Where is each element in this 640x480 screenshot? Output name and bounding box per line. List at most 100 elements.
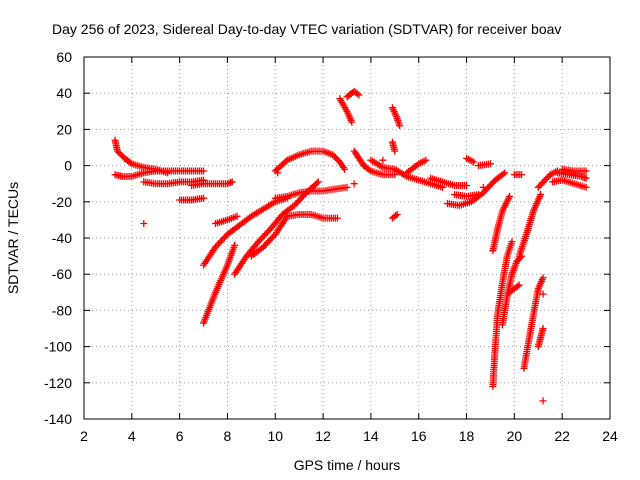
y-tick-label: 40 (56, 85, 72, 101)
series-arc-8 (212, 212, 241, 228)
data-point (485, 182, 493, 190)
data-point (333, 214, 341, 222)
y-tick-label: -20 (52, 194, 72, 210)
data-point (314, 178, 322, 186)
data-point (274, 169, 282, 177)
data-point (582, 167, 590, 175)
data-point (487, 181, 495, 189)
data-point (537, 191, 545, 199)
data-point (290, 201, 298, 209)
x-tick-label: 12 (315, 428, 331, 444)
data-point (539, 179, 547, 187)
y-axis-ticks: 60 40 20 0 -20 -40 -60 -80 -100 -120 -140 (44, 49, 610, 427)
data-point (264, 228, 272, 236)
data-point (343, 183, 351, 191)
series-arc-35 (549, 176, 590, 191)
y-tick-label: -140 (44, 411, 72, 427)
x-tick-label: 20 (507, 428, 523, 444)
data-point (506, 192, 514, 200)
data-point (539, 274, 547, 282)
data-point (341, 165, 349, 173)
data-point (540, 177, 548, 185)
data-point (379, 156, 387, 164)
data-point (140, 220, 148, 228)
data-point (481, 187, 489, 195)
series-arc-25 (475, 160, 494, 170)
data-point (264, 238, 272, 246)
series-arc-33 (510, 171, 526, 179)
data-point (350, 180, 358, 188)
data-point (200, 194, 208, 202)
data-point (501, 169, 509, 177)
x-tick-label: 6 (176, 428, 184, 444)
series-arc-18 (388, 138, 399, 155)
series-arc-23 (443, 169, 509, 209)
series-arc-10 (247, 210, 341, 260)
data-point (484, 184, 492, 192)
data-point (292, 200, 300, 208)
data-point (217, 237, 225, 245)
data-point (488, 179, 496, 187)
series-arc-31 (515, 191, 545, 260)
data-point (353, 90, 361, 98)
series-arc-16 (367, 156, 447, 191)
series-isolated (140, 156, 547, 405)
data-point (582, 183, 590, 191)
series-arc-28 (498, 252, 526, 329)
data-point (539, 290, 547, 298)
y-tick-label: -60 (52, 266, 72, 282)
series-arc-19 (388, 210, 401, 222)
x-tick-label: 14 (363, 428, 379, 444)
data-point (256, 236, 264, 244)
y-tick-label: 0 (64, 158, 72, 174)
data-point (514, 282, 522, 290)
data-point (255, 238, 263, 246)
data-point (228, 178, 236, 186)
data-point (534, 183, 542, 191)
series-arc-14 (343, 87, 363, 101)
data-point (582, 174, 590, 182)
data-point (470, 158, 478, 166)
data-point (515, 281, 523, 289)
data-point (216, 238, 224, 246)
data-point (348, 118, 356, 126)
data-point (261, 231, 269, 239)
data-point (518, 171, 526, 179)
data-point (463, 182, 471, 190)
data-point (499, 170, 507, 178)
series-arc-5 (188, 178, 236, 190)
data-point (360, 162, 368, 170)
x-axis-ticks: 2 4 6 8 10 12 14 16 18 20 22 24 (80, 57, 618, 444)
data-point (543, 174, 551, 182)
data-point (536, 182, 544, 190)
data-point (231, 241, 239, 249)
data-point (486, 160, 494, 168)
series-arc-32 (534, 325, 547, 351)
data-point (259, 243, 267, 251)
x-tick-label: 10 (267, 428, 283, 444)
data-point (542, 175, 550, 183)
data-point (396, 122, 404, 130)
data-point (267, 235, 275, 243)
data-point (262, 230, 270, 238)
data-point (268, 234, 276, 242)
series-arc-21 (427, 174, 471, 190)
y-tick-label: 60 (56, 49, 72, 65)
data-point (539, 397, 547, 405)
data-point (298, 194, 306, 202)
data-point (262, 240, 270, 248)
series-arc-11 (271, 183, 351, 202)
data-point (422, 156, 430, 164)
data-point (479, 183, 487, 191)
data-point (200, 167, 208, 175)
series-arc-27 (489, 238, 516, 390)
data-point (259, 233, 267, 241)
data-point (537, 180, 545, 188)
series-arc-36 (553, 169, 590, 182)
chart-title: Day 256 of 2023, Sidereal Day-to-day VTE… (52, 21, 561, 37)
data-point (212, 243, 219, 251)
series-arc-24 (463, 154, 478, 166)
series-arc-29 (506, 281, 523, 296)
data-point (393, 210, 401, 218)
